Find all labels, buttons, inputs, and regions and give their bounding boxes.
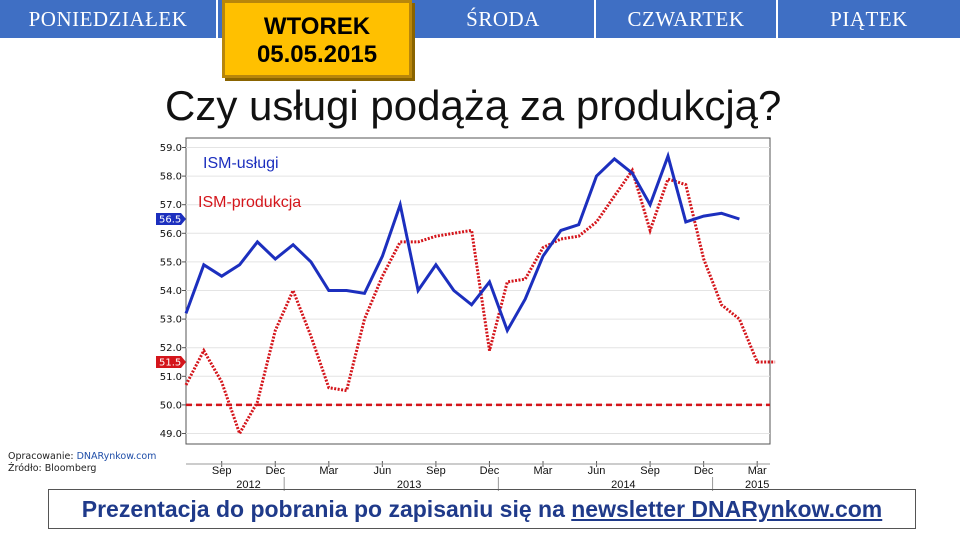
last-value-tag-ism-produkcja-bg [156, 356, 186, 368]
x-year-label: 2013 [397, 479, 421, 491]
x-tick-label: Mar [748, 465, 767, 477]
x-tick-label: Jun [588, 465, 606, 477]
active-day-label: WTOREK [263, 13, 371, 40]
tab-friday[interactable]: PIĄTEK [830, 7, 908, 31]
x-tick-label: Jun [373, 465, 391, 477]
active-day-date: 05.05.2015 [256, 41, 378, 68]
y-tick-label: 55.0 [160, 257, 182, 268]
x-tick-label: Dec [265, 465, 285, 477]
tab-monday[interactable]: PONIEDZIAŁEK [0, 0, 218, 38]
tab-tuesday-active[interactable]: WTOREK 05.05.2015 [222, 0, 412, 78]
credits-prepared-prefix: Opracowanie: [8, 451, 77, 462]
x-year-label: 2015 [745, 479, 769, 491]
x-tick-label: Sep [640, 465, 660, 477]
y-tick-label: 54.0 [160, 286, 182, 297]
x-year-label: 2012 [236, 479, 260, 491]
series-line-ism-produkcja [184, 166, 776, 438]
x-tick-label: Mar [534, 465, 553, 477]
x-tick-label: Mar [319, 465, 338, 477]
last-value-tag-ism-uslugi-text: 56.5 [159, 215, 181, 226]
y-tick-label: 50.0 [160, 400, 182, 411]
y-tick-label: 57.0 [160, 200, 182, 211]
x-tick-label: Sep [212, 465, 232, 477]
day-tab-bar: PONIEDZIAŁEK ŚRODA CZWARTEK PIĄTEK [0, 0, 960, 38]
x-year-label: 2014 [611, 479, 635, 491]
credits-prepared: Opracowanie: DNARynkow.com [8, 451, 156, 462]
y-tick-label: 53.0 [160, 315, 182, 326]
y-tick-label: 56.0 [160, 229, 182, 240]
newsletter-link[interactable]: newsletter DNARynkow.com [571, 496, 883, 522]
series-label-ism-uslugi: ISM-usługi [203, 155, 279, 172]
y-tick-label: 59.0 [160, 143, 182, 154]
footer-banner: Prezentacja do pobrania po zapisaniu się… [48, 489, 916, 529]
y-tick-label: 52.0 [160, 343, 182, 354]
y-tick-label: 51.0 [160, 372, 182, 383]
tab-thursday[interactable]: CZWARTEK [596, 0, 778, 38]
y-tick-label: 49.0 [160, 429, 182, 440]
footer-text: Prezentacja do pobrania po zapisaniu się… [81, 496, 572, 522]
x-tick-label: Sep [426, 465, 446, 477]
tab-wednesday[interactable]: ŚRODA [412, 0, 596, 38]
last-value-tag-ism-uslugi-bg [156, 213, 186, 225]
series-label-ism-produkcja: ISM-produkcja [198, 194, 301, 211]
credits-source: Źródło: Bloomberg [8, 463, 97, 474]
series-line-ism-uslugi [184, 151, 740, 335]
y-tick-label: 58.0 [160, 172, 182, 183]
page-title: Czy usługi podążą za produkcją? [165, 82, 782, 129]
x-tick-label: Dec [694, 465, 714, 477]
last-value-tag-ism-produkcja-text: 51.5 [159, 358, 181, 369]
credits-prepared-link[interactable]: DNARynkow.com [76, 451, 157, 462]
x-tick-label: Dec [480, 465, 500, 477]
